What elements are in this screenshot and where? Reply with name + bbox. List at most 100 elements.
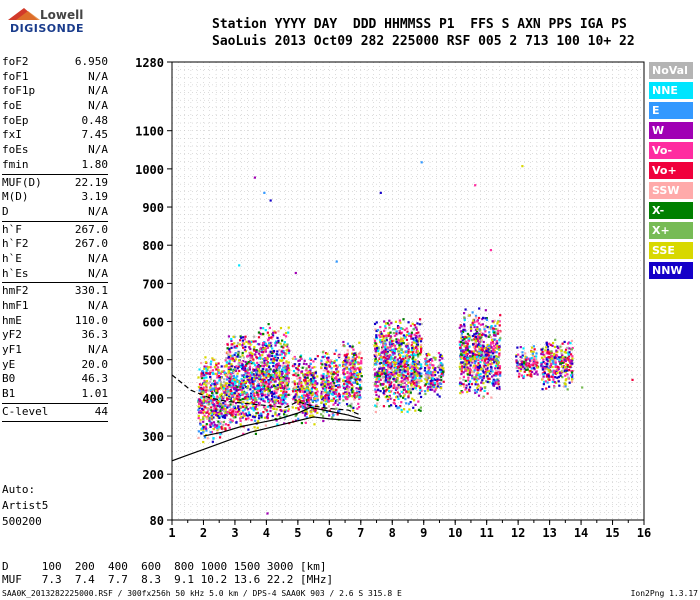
echo-point (241, 381, 244, 385)
echo-point (303, 410, 307, 413)
echo-point (571, 375, 574, 378)
echo-point (255, 350, 258, 354)
echo-point (235, 377, 238, 380)
echo-point (425, 362, 428, 365)
echo-point (266, 370, 269, 373)
echo-point (262, 357, 265, 361)
echo-point (532, 362, 535, 365)
echo-point (231, 379, 234, 383)
echo-point (391, 349, 394, 352)
echo-point (386, 381, 389, 384)
echo-point (535, 355, 538, 358)
echo-point (274, 341, 277, 345)
echo-point (280, 389, 283, 392)
echo-point (255, 366, 258, 369)
echo-point (277, 341, 280, 344)
echo-point (243, 342, 246, 345)
echo-point (282, 391, 285, 394)
echo-point (219, 433, 222, 436)
echo-point (553, 385, 556, 388)
echo-point (488, 372, 491, 375)
echo-point (206, 415, 210, 418)
echo-point (438, 366, 441, 369)
echo-point (280, 370, 284, 373)
echo-point (248, 346, 251, 349)
echo-point (403, 336, 407, 339)
echo-point (244, 350, 247, 353)
echo-point (346, 359, 349, 362)
echo-point (478, 328, 481, 331)
echo-point (326, 393, 329, 396)
echo-point (240, 400, 243, 403)
echo-point (557, 375, 560, 379)
echo-point (471, 334, 474, 338)
echo-point (203, 398, 206, 401)
echo-point (239, 385, 242, 388)
param-separator (2, 282, 108, 284)
echo-point (257, 417, 261, 420)
echo-point (399, 362, 402, 366)
echo-point (469, 364, 472, 367)
echo-point (241, 364, 244, 367)
echo-point (305, 399, 308, 402)
echo-point (255, 386, 258, 389)
echo-point (564, 360, 567, 363)
echo-point (377, 346, 380, 349)
echo-point (466, 332, 470, 336)
echo-point (207, 382, 210, 385)
echo-point (351, 409, 355, 412)
echo-point (399, 365, 403, 368)
echo-point (341, 379, 345, 382)
echo-point (231, 359, 234, 362)
echo-point (467, 346, 470, 349)
echo-point (297, 408, 301, 411)
echo-point (377, 395, 380, 398)
echo-point (403, 393, 407, 396)
echo-point (405, 370, 408, 373)
echo-point (334, 392, 337, 395)
x-tick-label: 4 (263, 526, 270, 540)
echo-point (358, 397, 361, 400)
echo-point (228, 347, 231, 351)
echo-point (431, 388, 434, 391)
echo-point (297, 382, 300, 386)
echo-point (311, 392, 314, 395)
echo-point (210, 416, 213, 419)
param-row-foes: foEs N/A (2, 143, 108, 158)
echo-point (438, 382, 441, 385)
echo-point (383, 343, 386, 346)
echo-point (227, 371, 230, 374)
y-tick-label: 80 (150, 514, 164, 528)
echo-point (202, 399, 205, 402)
echo-point (530, 346, 534, 349)
echo-point (309, 362, 312, 366)
echo-point (440, 387, 443, 390)
echo-point (384, 360, 388, 363)
echo-point (256, 380, 260, 383)
echo-point (376, 374, 379, 378)
echo-point (545, 362, 548, 365)
echo-point (397, 374, 400, 377)
echo-point (389, 331, 392, 334)
echo-point (395, 331, 398, 334)
echo-point (494, 358, 497, 361)
echo-point (545, 343, 548, 346)
echo-point (213, 423, 216, 426)
echo-point (260, 372, 264, 375)
echo-point (287, 377, 290, 380)
echo-point (564, 356, 567, 359)
echo-point (420, 365, 423, 369)
echo-point (418, 392, 422, 395)
echo-point (359, 396, 362, 399)
echo-point (380, 332, 383, 335)
echo-point (492, 344, 496, 348)
echo-point (493, 331, 496, 334)
echo-point (377, 370, 380, 373)
echo-point (219, 393, 222, 396)
echo-point (403, 328, 407, 332)
echo-point (342, 365, 345, 368)
echo-point (413, 323, 416, 327)
echo-point (292, 362, 295, 366)
echo-point (390, 344, 393, 348)
param-value: 1.01 (81, 387, 109, 401)
